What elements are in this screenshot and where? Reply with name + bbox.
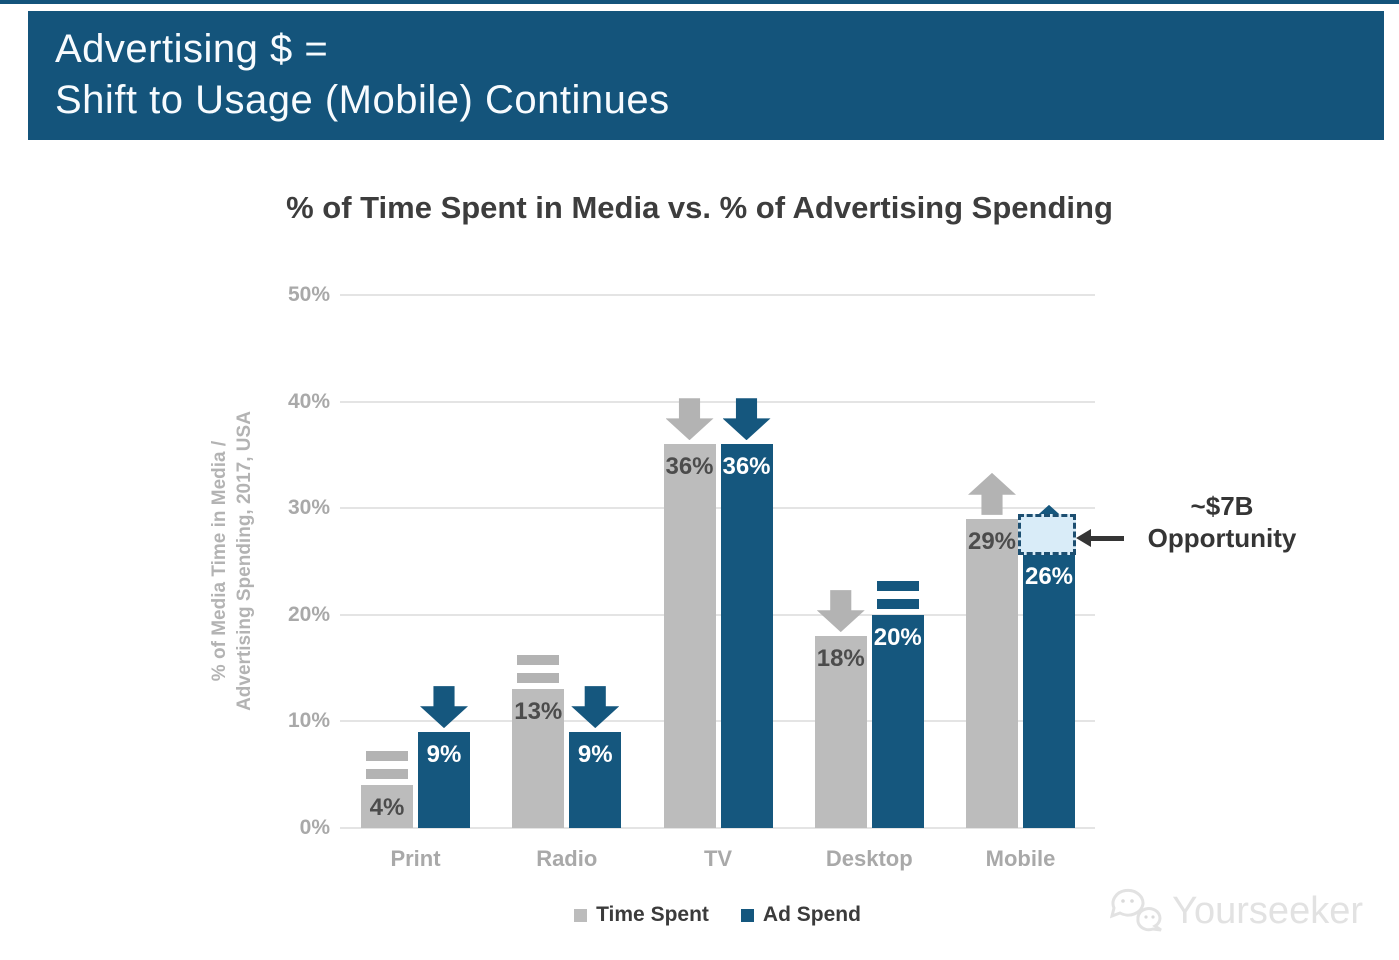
trend-down-icon [420,686,468,729]
value-label: 4% [369,794,405,822]
trend-equals-icon [876,580,919,609]
watermark: Yourseeker [1110,888,1363,934]
plot-area: 0% 10% 20% 30% 40% 50% 4% 9% Print 13% 9% Radio 36% 3… [288,283,1095,871]
trend-up-icon [968,472,1016,515]
annotation-line2: Opportunity [1147,523,1297,553]
gridline [340,720,1095,723]
top-border [0,0,1399,4]
bar-group-tv: 36% 36% TV [663,295,773,871]
trend-down-icon [722,398,771,441]
opportunity-annotation: ~$7B Opportunity [1074,490,1314,554]
y-axis-label-line2: Advertising Spending, 2017, USA [234,411,255,711]
y-tick-label: 20% [287,602,330,626]
time-spent-bar-desktop: 18% [814,636,867,828]
chart-title: % of Time Spent in Media vs. % of Advert… [286,190,1113,225]
legend-item: Time Spent [574,903,709,927]
value-label: 36% [722,453,771,481]
y-tick-label: 10% [287,709,330,733]
time-spent-bar-tv: 36% [663,444,716,828]
category-label: TV [703,846,733,871]
gridline [340,827,1095,829]
bar-group-mobile: 29% 26% Mobile [966,295,1076,871]
value-label: 9% [426,741,462,769]
legend-label: Time Spent [596,903,709,926]
header-title-line2: Shift to Usage (Mobile) Continues [55,78,670,122]
trend-down-icon [665,398,714,441]
time-spent-bar-mobile: 29% [966,518,1018,828]
gridline [340,613,1095,616]
opportunity-box [1018,514,1076,555]
chat-bubbles-icon [1110,888,1162,932]
legend: Time Spent Ad Spend [340,903,1095,927]
watermark-text: Yourseeker [1172,889,1363,932]
time-spent-bar-print: 4% [361,785,413,828]
gridline [340,294,1095,296]
slide-header: Advertising $ = Shift to Usage (Mobile) … [28,11,1384,140]
category-label: Radio [536,846,598,871]
header-title-line1: Advertising $ = [55,27,329,71]
value-label: 26% [1024,562,1074,590]
trend-down-icon [816,590,865,633]
legend-label: Ad Spend [762,903,861,926]
legend-swatch [740,908,754,922]
value-label: 18% [816,645,865,673]
ad-spend-bar-tv: 36% [720,444,773,828]
legend-swatch [574,908,588,922]
ad-spend-bar-radio: 9% [569,732,622,828]
value-label: 20% [873,623,922,651]
bar-group-desktop: 18% 20% Desktop [814,295,924,871]
gridline [340,507,1095,510]
bar-group-radio: 13% 9% Radio [512,295,622,871]
bar-group-print: 4% 9% Print [361,295,470,871]
value-label: 13% [514,698,563,726]
ad-spend-bar-print: 9% [418,732,470,828]
y-tick-label: 0% [299,816,330,839]
y-axis-label: % of Media Time in Media / Advertising S… [207,411,257,711]
value-label: 9% [577,741,613,769]
gridline [340,400,1095,403]
ad-spend-bar-mobile: 26% [1018,514,1076,828]
category-label: Print [390,846,441,871]
left-arrow-icon [1076,529,1124,547]
value-label: 29% [967,527,1017,555]
ad-spend-bar-desktop: 20% [871,614,924,828]
trend-equals-icon [517,655,560,684]
legend-item: Ad Spend [740,903,861,927]
y-tick-label: 50% [287,283,330,306]
value-label: 36% [665,453,714,481]
trend-equals-icon [366,751,408,780]
time-spent-bar-radio: 13% [512,689,565,828]
y-axis-label-line1: % of Media Time in Media / [209,440,230,682]
y-tick-label: 30% [287,496,330,520]
category-label: Desktop [825,846,913,871]
y-tick-label: 40% [287,389,330,413]
annotation-line1: ~$7B [1190,491,1254,521]
category-label: Mobile [985,846,1056,871]
trend-down-icon [571,686,620,729]
